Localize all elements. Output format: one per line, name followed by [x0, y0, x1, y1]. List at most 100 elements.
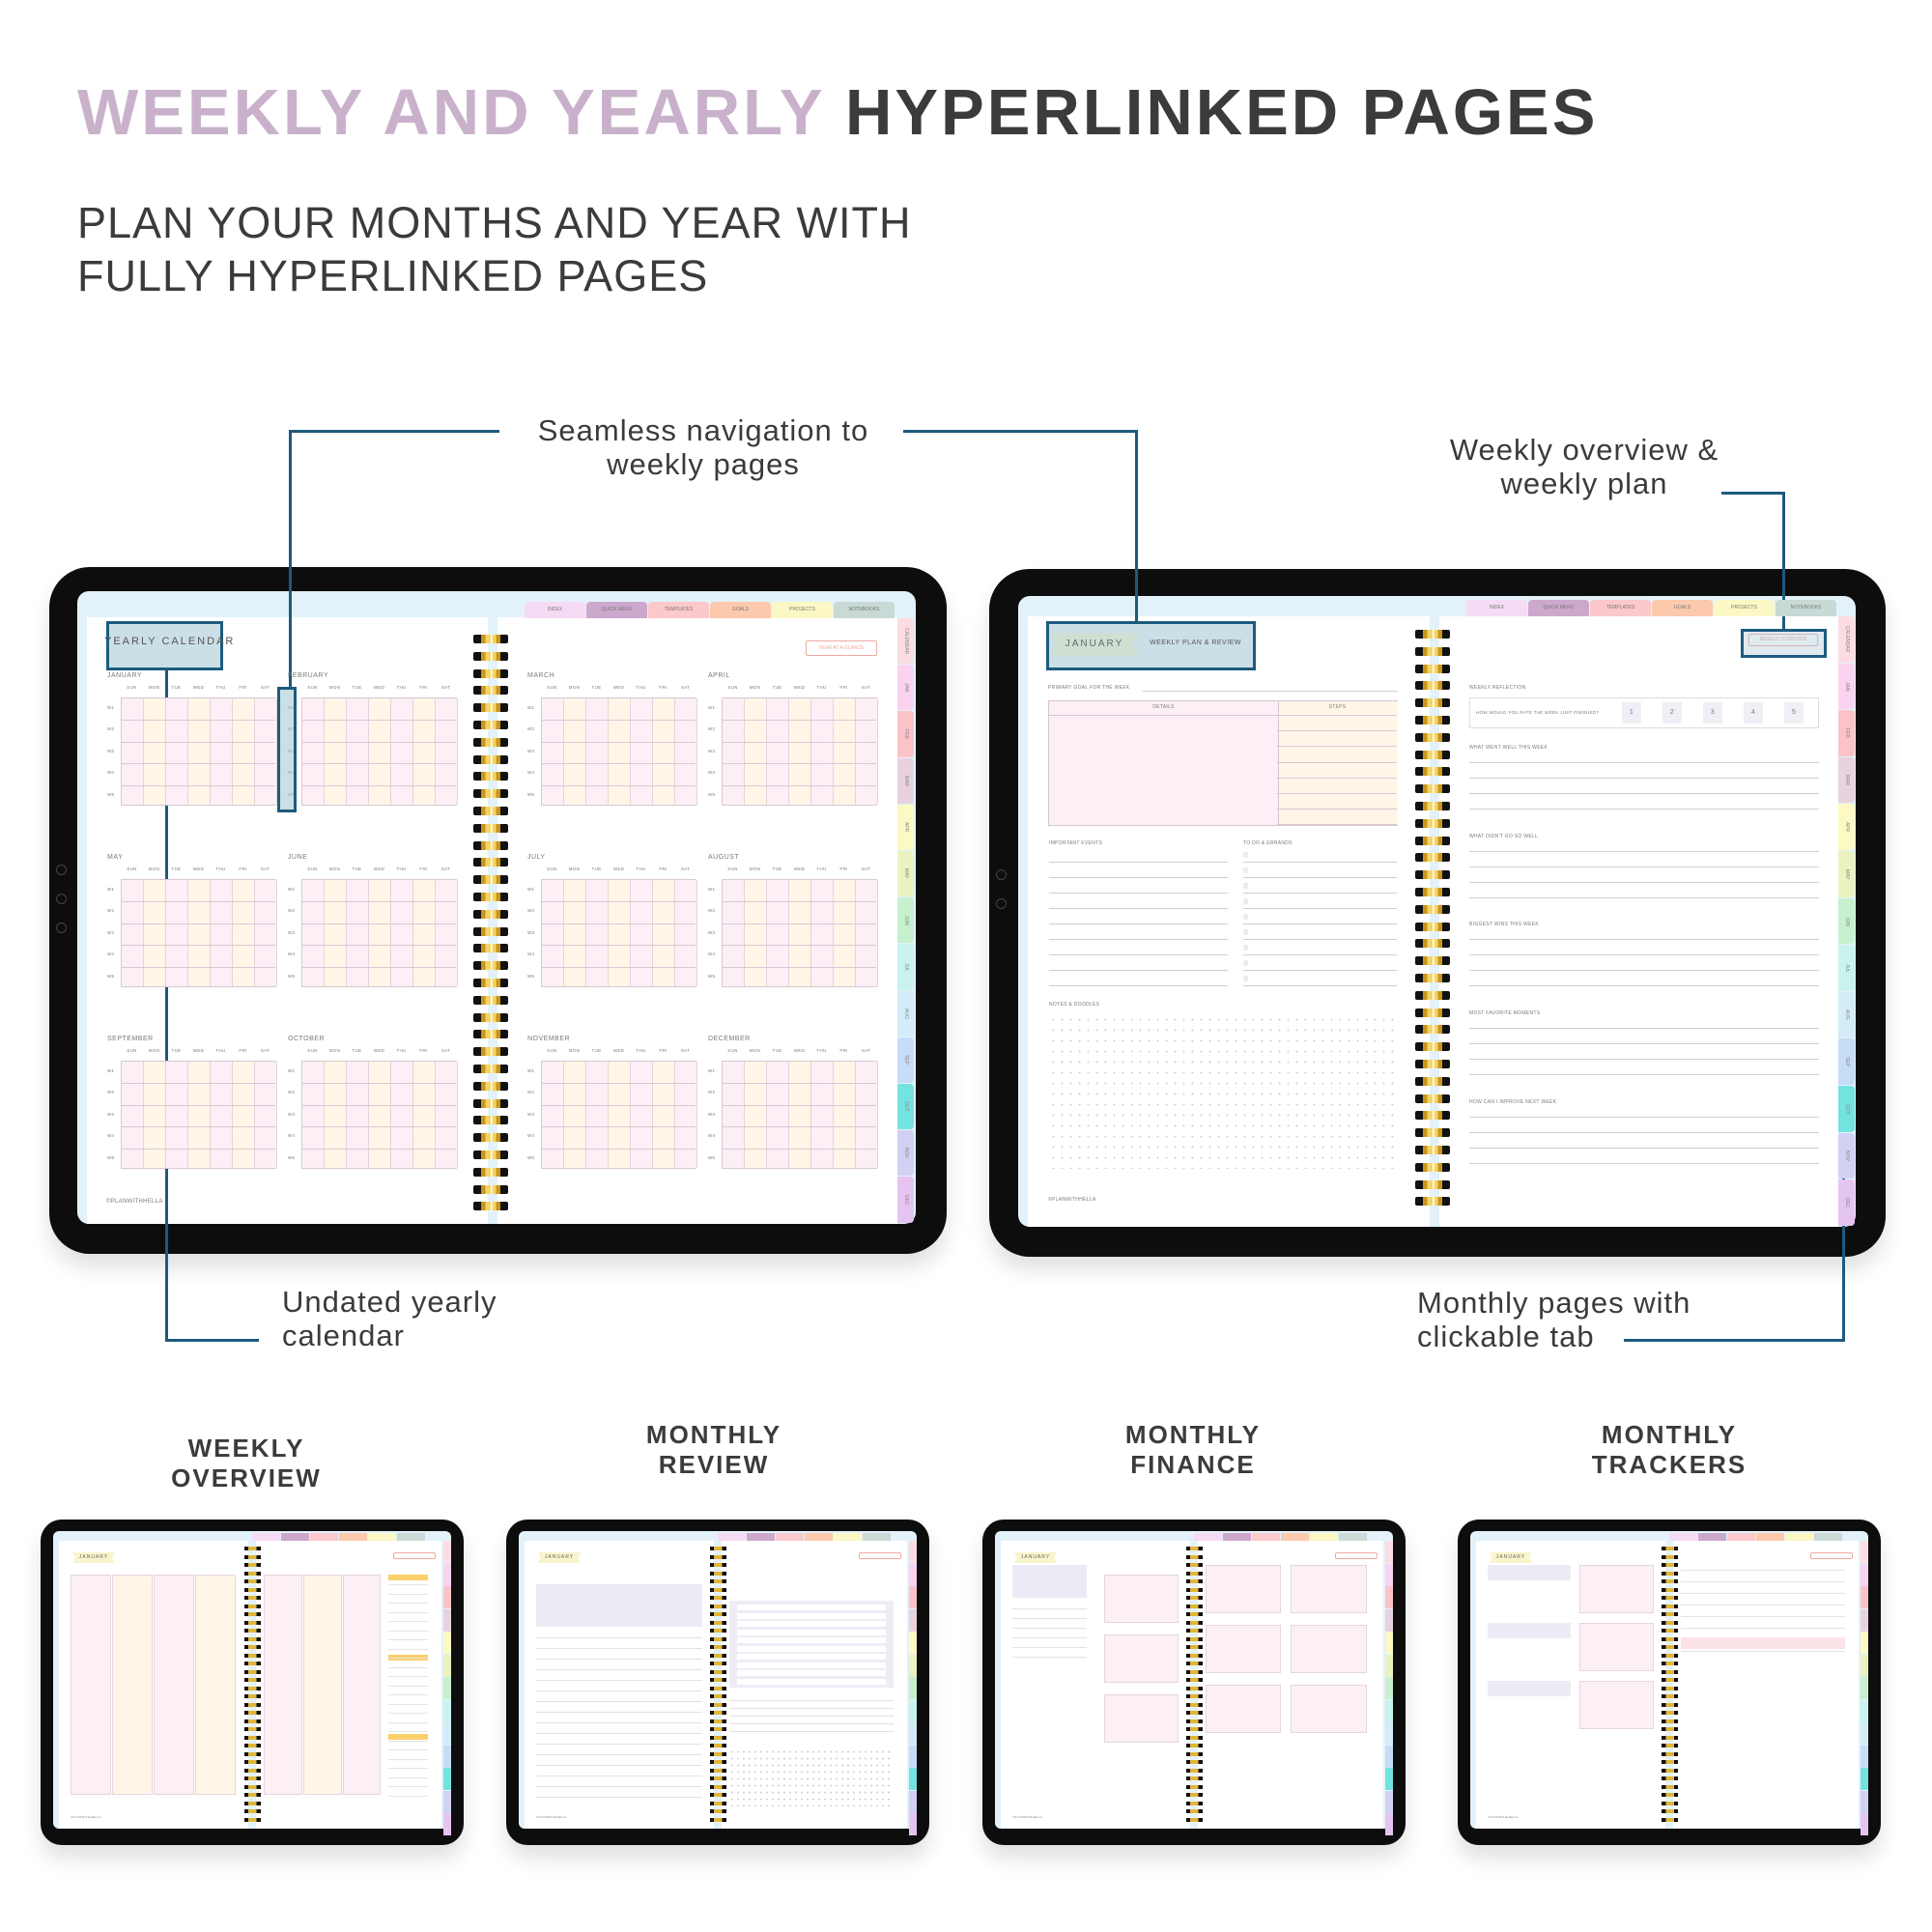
day-column[interactable]	[211, 880, 233, 986]
day-column[interactable]	[122, 698, 144, 805]
week-label[interactable]: W1	[527, 705, 535, 710]
preview-line[interactable]	[388, 1630, 428, 1632]
day-column[interactable]	[166, 698, 188, 805]
month-label[interactable]: MAY	[107, 854, 124, 861]
top-tab-quick-menu[interactable]: QUICK MENU	[586, 602, 647, 618]
week-label[interactable]: W4	[107, 1133, 115, 1139]
preview-button[interactable]	[393, 1552, 436, 1559]
todo-checkbox[interactable]	[1243, 945, 1248, 951]
week-label[interactable]: W4	[527, 952, 535, 957]
preview-line[interactable]	[388, 1721, 428, 1723]
day-column[interactable]	[789, 880, 811, 986]
weekly-overview-button[interactable]: WEEKLY OVERVIEW	[1748, 634, 1818, 646]
prompt-line[interactable]	[1469, 809, 1819, 810]
preview-box[interactable]	[1488, 1681, 1571, 1696]
preview-top-tab[interactable]	[310, 1533, 338, 1541]
day-column[interactable]	[586, 880, 609, 986]
top-tab-index[interactable]: INDEX	[1466, 600, 1527, 616]
week-label[interactable]: W2	[708, 1090, 716, 1095]
week-label[interactable]: W2	[107, 1090, 115, 1095]
side-tab-may[interactable]: MAY	[1838, 851, 1855, 897]
preview-box[interactable]	[536, 1584, 702, 1627]
side-tab-nov[interactable]: NOV	[897, 1130, 914, 1177]
preview-top-tab[interactable]	[1814, 1533, 1842, 1541]
todo-line[interactable]	[1243, 939, 1397, 940]
week-label[interactable]: W2	[527, 908, 535, 914]
preview-line[interactable]	[536, 1765, 702, 1766]
preview-line[interactable]	[1012, 1657, 1088, 1658]
day-column[interactable]	[609, 1062, 631, 1168]
rating-button-3[interactable]: 3	[1703, 702, 1722, 724]
todo-checkbox[interactable]	[1243, 867, 1248, 873]
preview-side-tab[interactable]	[443, 1677, 451, 1699]
day-column[interactable]	[723, 1062, 745, 1168]
preview-side-tab[interactable]	[909, 1654, 917, 1677]
day-column[interactable]	[413, 880, 436, 986]
todo-line[interactable]	[1243, 923, 1397, 924]
week-label[interactable]: W5	[527, 1154, 535, 1160]
preview-line[interactable]	[388, 1639, 428, 1640]
preview-line[interactable]	[1681, 1593, 1845, 1594]
day-column[interactable]	[436, 880, 458, 986]
week-label[interactable]: W5	[708, 973, 716, 979]
side-tab-mar[interactable]: MAR	[897, 757, 914, 804]
side-tab-feb[interactable]: FEB	[897, 711, 914, 757]
day-column[interactable]	[542, 880, 564, 986]
preview-line[interactable]	[1681, 1616, 1845, 1617]
preview-line[interactable]	[1681, 1628, 1845, 1629]
day-column[interactable]	[369, 1062, 391, 1168]
day-column[interactable]	[369, 698, 391, 805]
preview-top-tab[interactable]	[1727, 1533, 1755, 1541]
week-label[interactable]: W3	[708, 1111, 716, 1117]
preview-side-tab[interactable]	[443, 1632, 451, 1654]
preview-top-tab[interactable]	[747, 1533, 775, 1541]
preview-line[interactable]	[536, 1733, 702, 1734]
day-column[interactable]	[631, 698, 653, 805]
day-column[interactable]	[122, 880, 144, 986]
preview-side-tab[interactable]	[1861, 1563, 1868, 1586]
preview-rating-row[interactable]	[737, 1637, 886, 1643]
week-label[interactable]: W4	[107, 952, 115, 957]
preview-side-tab[interactable]	[443, 1541, 451, 1563]
day-column[interactable]	[586, 1062, 609, 1168]
week-label[interactable]: W5	[107, 791, 115, 797]
preview-button[interactable]	[1810, 1552, 1853, 1559]
rating-button-5[interactable]: 5	[1784, 702, 1804, 724]
prompt-line[interactable]	[1469, 897, 1819, 898]
preview-table[interactable]	[1291, 1685, 1367, 1733]
year-at-a-glance-button[interactable]: YEAR AT A GLANCE	[806, 640, 877, 656]
steps-column[interactable]	[1278, 701, 1398, 825]
week-label[interactable]: W4	[107, 770, 115, 776]
week-label[interactable]: W4	[708, 770, 716, 776]
preview-side-tab[interactable]	[1385, 1563, 1393, 1586]
preview-rating-row[interactable]	[737, 1670, 886, 1676]
side-tab-apr[interactable]: APR	[1838, 804, 1855, 850]
preview-line[interactable]	[388, 1758, 428, 1760]
day-column[interactable]	[811, 1062, 834, 1168]
preview-side-tab[interactable]	[909, 1699, 917, 1722]
preview-side-tab[interactable]	[1861, 1768, 1868, 1790]
week-label[interactable]: W1	[107, 1068, 115, 1073]
top-tab-projects[interactable]: PROJECTS	[772, 602, 833, 618]
month-label[interactable]: MARCH	[527, 672, 555, 679]
event-line[interactable]	[1049, 970, 1228, 971]
preview-line[interactable]	[729, 1716, 894, 1717]
week-label[interactable]: W2	[708, 726, 716, 732]
week-label[interactable]: W5	[288, 1154, 296, 1160]
week-label[interactable]: W3	[527, 748, 535, 753]
preview-side-tab[interactable]	[1861, 1677, 1868, 1699]
side-tab-calendar[interactable]: CALENDAR	[1838, 616, 1855, 663]
todo-checkbox[interactable]	[1243, 929, 1248, 935]
preview-side-tab[interactable]	[1861, 1632, 1868, 1654]
top-tab-index[interactable]: INDEX	[525, 602, 585, 618]
day-column[interactable]	[144, 698, 166, 805]
side-tab-oct[interactable]: OCT	[1838, 1086, 1855, 1132]
event-line[interactable]	[1049, 862, 1228, 863]
event-line[interactable]	[1049, 954, 1228, 955]
preview-line[interactable]	[536, 1648, 702, 1649]
preview-side-tab[interactable]	[1861, 1790, 1868, 1813]
preview-side-tab[interactable]	[443, 1586, 451, 1608]
preview-line[interactable]	[388, 1786, 428, 1787]
preview-side-tab[interactable]	[909, 1563, 917, 1586]
day-column[interactable]	[369, 880, 391, 986]
